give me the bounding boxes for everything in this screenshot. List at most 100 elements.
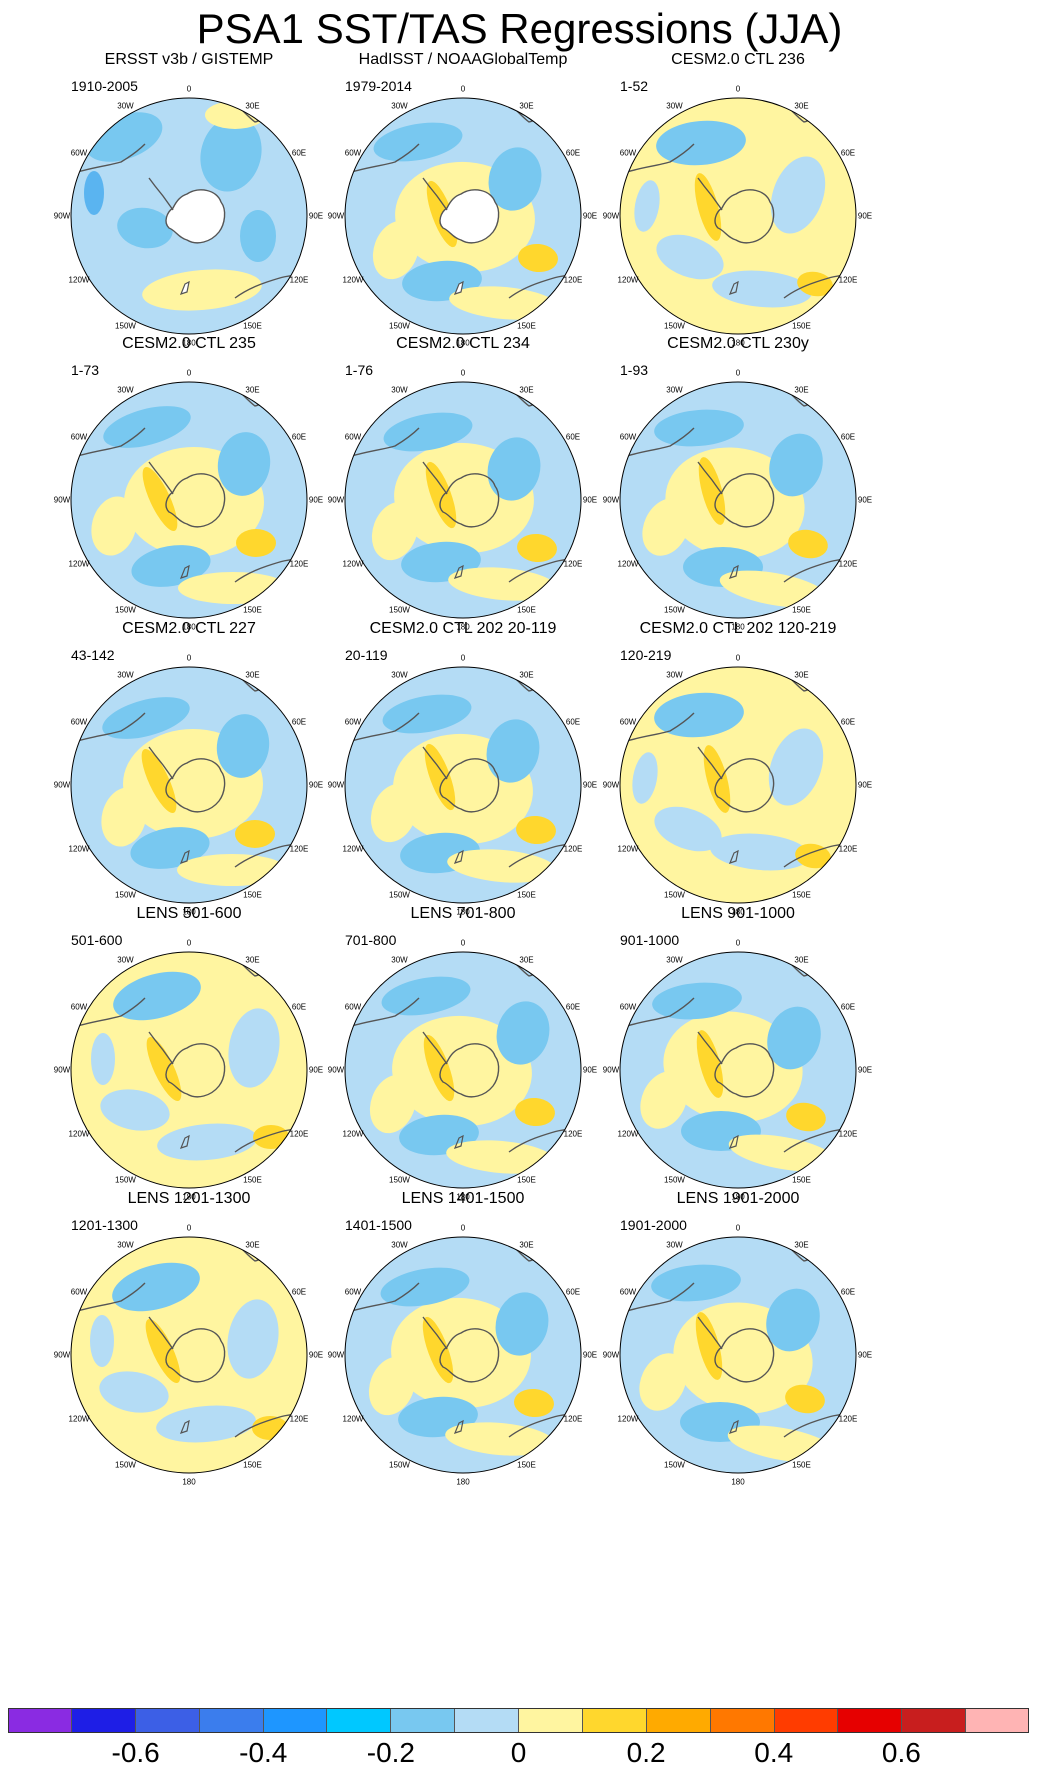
- polar-map: [344, 951, 582, 1189]
- anomaly-region: [100, 1089, 170, 1131]
- anomaly-region: [157, 1123, 257, 1161]
- anomaly-region: [719, 570, 829, 608]
- south-america-coastline: [345, 1282, 420, 1314]
- longitude-label: 180: [456, 338, 470, 348]
- longitude-label: 90E: [857, 1350, 873, 1360]
- colorbar-swatch: [774, 1708, 839, 1733]
- longitude-label: 30E: [245, 101, 260, 111]
- colorbar-swatch: [327, 1708, 392, 1733]
- colorbar-tick-label: 0.2: [626, 1737, 666, 1768]
- anomaly-region: [446, 1140, 556, 1174]
- anomaly-region: [728, 1134, 838, 1172]
- regression-field: [620, 382, 856, 618]
- anomaly-region: [383, 412, 473, 452]
- longitude-label: 150E: [243, 321, 262, 331]
- longitude-label: 30E: [794, 101, 809, 111]
- anomaly-region: [445, 1422, 555, 1456]
- anomaly-region: [639, 1353, 687, 1411]
- longitude-label: 60W: [344, 717, 362, 726]
- longitude-label: 60W: [70, 1287, 88, 1296]
- anomaly-region: [228, 1008, 280, 1088]
- longitude-label: 60W: [70, 717, 88, 726]
- longitude-label: 90E: [308, 780, 324, 790]
- colorbar-tick-label: 0.4: [754, 1737, 794, 1768]
- panel-period: 1201-1300: [71, 1217, 138, 1233]
- south-america-coastline: [620, 427, 695, 459]
- anomaly-region: [515, 1097, 555, 1127]
- antarctica-coastline: [439, 189, 500, 244]
- antarctica-coastline: [439, 1328, 500, 1383]
- anomaly-region: [177, 854, 287, 886]
- colorbar-swatch: [710, 1708, 775, 1733]
- peninsula-coastline: [148, 746, 174, 780]
- longitude-label: 120W: [617, 844, 639, 853]
- anomaly-region: [786, 1102, 826, 1132]
- longitude-label: 30W: [391, 955, 408, 965]
- anomaly-region: [656, 120, 746, 166]
- longitude-label: 150E: [792, 605, 811, 615]
- anomaly-region: [698, 457, 726, 525]
- anomaly-region: [424, 743, 456, 811]
- longitude-label: 60W: [344, 1287, 362, 1296]
- longitude-label: 120E: [838, 1129, 858, 1138]
- regression-field: [345, 382, 581, 618]
- map-border: [70, 951, 308, 1189]
- panel-period: 20-119: [345, 647, 388, 663]
- longitude-label: 30E: [794, 670, 809, 680]
- polar-map: [344, 381, 582, 619]
- panel-period: 120-219: [620, 647, 672, 663]
- longitude-label: 30W: [117, 385, 134, 395]
- map-border: [344, 97, 582, 335]
- panel-title: LENS 1401-1500: [401, 1190, 525, 1207]
- colorbar: [8, 1708, 1029, 1733]
- longitude-label: 180: [731, 907, 745, 917]
- anomaly-region: [797, 271, 833, 297]
- anomaly-region: [373, 122, 463, 162]
- panel-title: LENS 1201-1300: [127, 1190, 251, 1207]
- longitude-label: 120E: [289, 844, 309, 853]
- south-america-coastline: [345, 427, 420, 459]
- map-border: [619, 951, 857, 1189]
- regression-field: [620, 667, 856, 903]
- colorbar-swatch: [582, 1708, 647, 1733]
- peninsula-coastline: [422, 461, 448, 495]
- longitude-label: 150W: [664, 605, 685, 615]
- longitude-label: 150E: [792, 1175, 811, 1185]
- longitude-label: 150W: [115, 890, 136, 900]
- longitude-label: 150W: [389, 1175, 410, 1185]
- polar-map: [619, 1236, 857, 1474]
- anomaly-region: [766, 1288, 820, 1352]
- anomaly-region: [640, 1071, 688, 1129]
- polar-map: [344, 666, 582, 904]
- panel-period: 901-1000: [620, 932, 680, 948]
- peninsula-coastline: [697, 1316, 723, 1350]
- map-border: [344, 1236, 582, 1474]
- longitude-label: 120E: [563, 1414, 583, 1423]
- colorbar-tick-label: 0.6: [881, 1737, 921, 1768]
- colorbar-swatch: [8, 1708, 72, 1733]
- regression-field: [345, 952, 581, 1188]
- new-zealand-coastline: [453, 1419, 464, 1434]
- longitude-label: 120W: [342, 1129, 364, 1138]
- longitude-label: 0: [735, 938, 741, 948]
- longitude-label: 90E: [857, 495, 873, 505]
- longitude-label: 90W: [602, 211, 620, 221]
- longitude-label: 30W: [117, 670, 134, 680]
- antarctica-coastline: [714, 758, 775, 813]
- antarctica-coastline: [165, 189, 226, 244]
- longitude-label: 120E: [289, 1414, 309, 1423]
- anomaly-region: [488, 147, 542, 211]
- anomaly-region: [654, 409, 744, 447]
- panel-title: LENS 901-1000: [681, 905, 795, 922]
- antarctica-coastline: [165, 1328, 226, 1383]
- longitude-label: 90E: [308, 211, 324, 221]
- peninsula-coastline: [422, 1316, 448, 1350]
- antarctica-coastline: [714, 1043, 775, 1098]
- anomaly-region: [217, 432, 271, 496]
- new-zealand-coastline: [728, 849, 739, 864]
- anomaly-region: [795, 843, 831, 869]
- colorbar-swatch: [646, 1708, 711, 1733]
- longitude-label: 150W: [389, 605, 410, 615]
- longitude-label: 0: [186, 1223, 192, 1233]
- panel-title: LENS 1901-2000: [676, 1190, 800, 1207]
